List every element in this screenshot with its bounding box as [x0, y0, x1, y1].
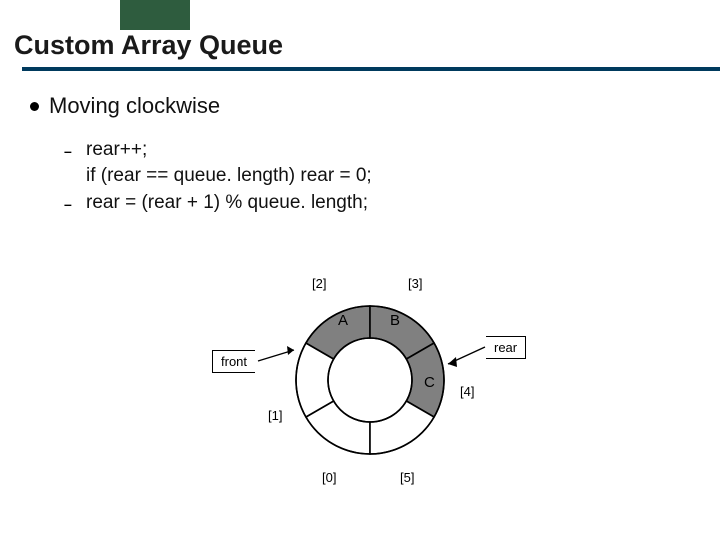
bullet-text: Moving clockwise	[49, 93, 220, 119]
index-label: [3]	[408, 276, 422, 291]
sub-list: – rear++; if (rear == queue. length) rea…	[30, 119, 720, 216]
index-label: [4]	[460, 384, 474, 399]
ring-diagram: A B C [0] [1] [2] [3] [4] [5] front rear	[220, 272, 520, 510]
index-label: [1]	[268, 408, 282, 423]
index-label: [5]	[400, 470, 414, 485]
banner-block	[120, 0, 190, 30]
bullet-row: Moving clockwise	[30, 93, 720, 119]
slide-title: Custom Array Queue	[14, 30, 720, 61]
title-area: Custom Array Queue	[0, 0, 720, 71]
dash-icon: –	[64, 143, 74, 159]
slice-letter: A	[338, 312, 348, 329]
index-label: [0]	[322, 470, 336, 485]
dash-icon: –	[64, 196, 74, 212]
sub-text: rear = (rear + 1) % queue. length;	[86, 190, 368, 216]
content: Moving clockwise – rear++; if (rear == q…	[0, 71, 720, 216]
front-label: front	[212, 350, 255, 373]
ring-svg	[220, 272, 520, 492]
rear-label: rear	[486, 336, 526, 359]
slice-letter: B	[390, 312, 400, 329]
sub-item: – rear = (rear + 1) % queue. length;	[64, 190, 720, 216]
slice-letter: C	[424, 374, 435, 391]
index-label: [2]	[312, 276, 326, 291]
sub-text: rear++;	[86, 137, 372, 163]
bullet-dot	[30, 102, 39, 111]
sub-text: if (rear == queue. length) rear = 0;	[86, 163, 372, 189]
sub-item: – rear++; if (rear == queue. length) rea…	[64, 137, 720, 188]
